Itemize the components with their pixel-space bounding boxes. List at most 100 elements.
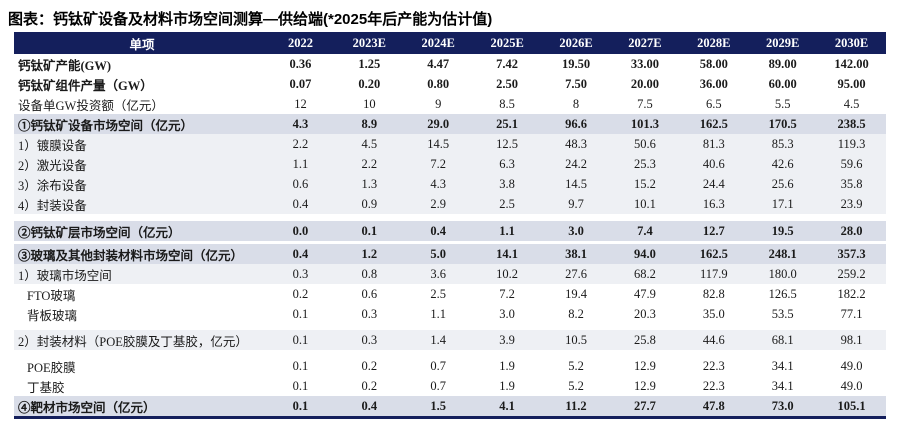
row-label: 丁基胶 [27, 380, 65, 395]
value-cell: 0.0 [292, 223, 309, 238]
value-cell: 94.0 [633, 246, 656, 261]
value-cell: 58.00 [699, 56, 728, 71]
value-cell: 96.6 [565, 116, 587, 131]
row-label: ②钙钛矿层市场空间（亿元） [18, 225, 181, 240]
value-cell: 0.4 [292, 246, 309, 261]
column-header-year: 2024E [421, 35, 455, 50]
value-cell: 0.20 [358, 76, 381, 91]
value-cell: 14.5 [565, 176, 587, 191]
value-cell: 0.4 [361, 398, 378, 413]
value-cell: 5.2 [568, 378, 584, 393]
value-cell: 1.3 [361, 176, 378, 191]
table-row: 钙钛矿产能(GW) 0.36 1.25 4.47 7.42 19.50 33.00 58.00… [14, 54, 886, 74]
value-cell: 10.2 [496, 266, 519, 281]
value-cell: 1.1 [499, 223, 515, 238]
value-cell: 14.5 [427, 136, 450, 151]
table-row: 设备单GW投资额（亿元） 12 10 9 8.5 8 7.5 6.5 5.5 4.5 [14, 94, 886, 114]
value-cell: 9 [435, 96, 442, 111]
table-body: 钙钛矿产能(GW) 0.36 1.25 4.47 7.42 19.50 33.00 58.00… [14, 54, 886, 416]
value-cell: 357.3 [837, 246, 866, 261]
value-cell: 50.6 [633, 136, 656, 151]
value-cell: 2.50 [496, 76, 519, 91]
value-cell: 0.3 [361, 306, 378, 321]
value-cell: 1.1 [430, 306, 447, 321]
value-cell: 53.5 [771, 306, 794, 321]
row-label: 钙钛矿产能(GW) [18, 58, 112, 73]
value-cell: 60.00 [768, 76, 797, 91]
value-cell: 59.6 [840, 156, 863, 171]
value-cell: 27.6 [565, 266, 587, 281]
value-cell: 17.1 [771, 196, 794, 211]
value-cell: 34.1 [771, 378, 794, 393]
row-label: FTO玻璃 [27, 288, 76, 303]
value-cell: 12.9 [633, 378, 656, 393]
table-row: 丁基胶 0.1 0.2 0.7 1.9 5.2 12.9 22.3 34.1 49.0 [14, 376, 886, 396]
value-cell: 117.9 [699, 266, 728, 281]
row-label: 2）激光设备 [18, 158, 87, 173]
value-cell: 42.6 [771, 156, 794, 171]
value-cell: 19.50 [561, 56, 591, 71]
value-cell: 7.5 [637, 96, 653, 111]
table-row: 2）激光设备 1.1 2.2 7.2 6.3 24.2 25.3 40.6 42.6 59.6 [14, 154, 886, 174]
value-cell: 8.9 [361, 116, 378, 131]
value-cell: 0.80 [427, 76, 450, 91]
value-cell: 16.3 [702, 196, 725, 211]
value-cell: 8.2 [568, 306, 584, 321]
value-cell: 3.6 [430, 266, 447, 281]
value-cell: 22.3 [702, 358, 725, 373]
value-cell: 0.6 [361, 286, 378, 301]
value-cell: 3.9 [499, 332, 515, 347]
value-cell: 5.5 [774, 96, 791, 111]
value-cell: 7.2 [430, 156, 447, 171]
table-row: ③玻璃及其他封装材料市场空间（亿元） 0.4 1.2 5.0 14.1 38.1 94.0 1… [14, 244, 886, 264]
value-cell: 101.3 [630, 116, 659, 131]
value-cell: 3.0 [568, 223, 584, 238]
value-cell: 12.5 [496, 136, 519, 151]
value-cell: 4.1 [499, 398, 515, 413]
value-cell: 82.8 [702, 286, 725, 301]
value-cell: 4.3 [430, 176, 447, 191]
value-cell: 68.2 [633, 266, 656, 281]
column-header-year: 2025E [490, 35, 524, 50]
column-header-year: 2022 [287, 35, 313, 50]
value-cell: 7.50 [565, 76, 587, 91]
value-cell: 29.0 [427, 116, 450, 131]
value-cell: 4.47 [427, 56, 450, 71]
row-label: ③玻璃及其他封装材料市场空间（亿元） [18, 248, 244, 263]
page-title: 图表：钙钛矿设备及材料市场空间测算—供给端(*2025年后产能为估计值) [8, 11, 493, 28]
value-cell: 0.4 [430, 223, 447, 238]
value-cell: 162.5 [699, 246, 728, 261]
column-header-year: 2029E [766, 35, 800, 50]
value-cell: 0.7 [430, 378, 447, 393]
value-cell: 25.1 [496, 116, 519, 131]
value-cell: 0.1 [292, 378, 309, 393]
column-header-year: 2027E [628, 35, 662, 50]
value-cell: 2.5 [499, 196, 515, 211]
value-cell: 38.1 [565, 246, 587, 261]
value-cell: 0.7 [430, 358, 447, 373]
value-cell: 162.5 [699, 116, 728, 131]
column-header-year: 2030E [834, 35, 869, 50]
value-cell: 12.7 [702, 223, 725, 238]
table-row: 钙钛矿组件产量（GW） 0.07 0.20 0.80 2.50 7.50 20.00 36.0… [14, 74, 886, 94]
value-cell: 33.00 [630, 56, 659, 71]
value-cell: 1.2 [361, 246, 378, 261]
column-header-item: 单项 [129, 37, 155, 52]
table-row: 4）封装设备 0.4 0.9 2.9 2.5 9.7 10.1 16.3 17.1 23.9 [14, 194, 886, 214]
value-cell: 1.9 [499, 358, 515, 373]
value-cell: 0.1 [361, 223, 378, 238]
value-cell: 0.9 [361, 196, 378, 211]
value-cell: 48.3 [565, 136, 587, 151]
table-row: POE胶膜 0.1 0.2 0.7 1.9 5.2 12.9 22.3 34.1 49.0 [14, 356, 886, 376]
value-cell: 81.3 [702, 136, 725, 151]
value-cell: 6.3 [499, 156, 515, 171]
market-space-table: 单项 2022 2023E 2024E 2025E 2026E 2027E 2028E 2029… [14, 32, 886, 419]
value-cell: 126.5 [768, 286, 797, 301]
value-cell: 0.3 [292, 266, 309, 281]
value-cell: 142.00 [834, 56, 869, 71]
value-cell: 8.5 [499, 96, 515, 111]
value-cell: 10.1 [633, 196, 656, 211]
value-cell: 10.5 [565, 332, 587, 347]
value-cell: 119.3 [837, 136, 866, 151]
value-cell: 8 [572, 96, 580, 111]
